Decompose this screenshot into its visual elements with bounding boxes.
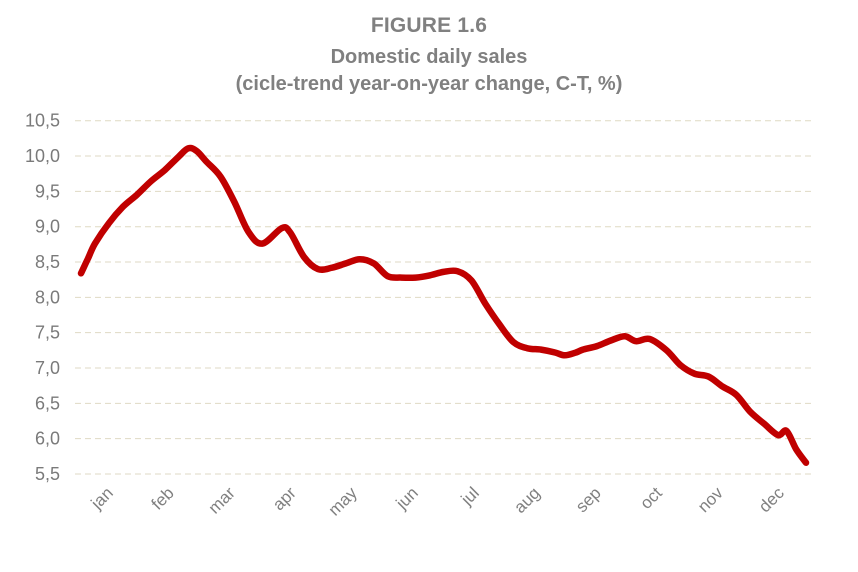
x-axis-month-label: feb — [148, 483, 178, 513]
y-axis-tick-label: 6,5 — [35, 393, 60, 413]
x-axis-month-label: jul — [457, 483, 483, 509]
y-axis-tick-label: 9,5 — [35, 181, 60, 201]
x-axis-month-label: jan — [87, 483, 117, 513]
y-axis-tick-label: 5,5 — [35, 464, 60, 484]
x-axis-month-label: sep — [572, 483, 605, 516]
y-axis-tick-label: 8,5 — [35, 252, 60, 272]
chart-title: Domestic daily sales — [330, 46, 528, 68]
y-axis-tick-label: 6,0 — [35, 429, 60, 449]
x-axis-month-label: nov — [694, 483, 727, 516]
x-axis-month-label: jun — [392, 483, 422, 513]
x-axis-month-label: mar — [205, 483, 239, 517]
x-axis-month-label: aug — [510, 483, 543, 516]
y-axis-tick-label: 10,5 — [25, 111, 60, 131]
y-axis-tick-label: 7,5 — [35, 323, 60, 343]
y-axis-tick-label: 8,0 — [35, 287, 60, 307]
y-axis-tick-label: 9,0 — [35, 217, 60, 237]
figure-number-title: FIGURE 1.6 — [370, 14, 488, 37]
x-axis-month-label: dec — [755, 483, 788, 516]
sales-trend-line — [77, 144, 810, 466]
y-axis-tick-label: 10,0 — [25, 146, 60, 166]
x-axis-month-label: oct — [636, 483, 666, 513]
y-axis-tick-label: 7,0 — [35, 358, 60, 378]
chart-subtitle: (cicle-trend year-on-year change, C-T, %… — [235, 73, 623, 95]
x-axis-month-label: apr — [269, 483, 300, 514]
x-axis-month-label: may — [325, 483, 361, 519]
